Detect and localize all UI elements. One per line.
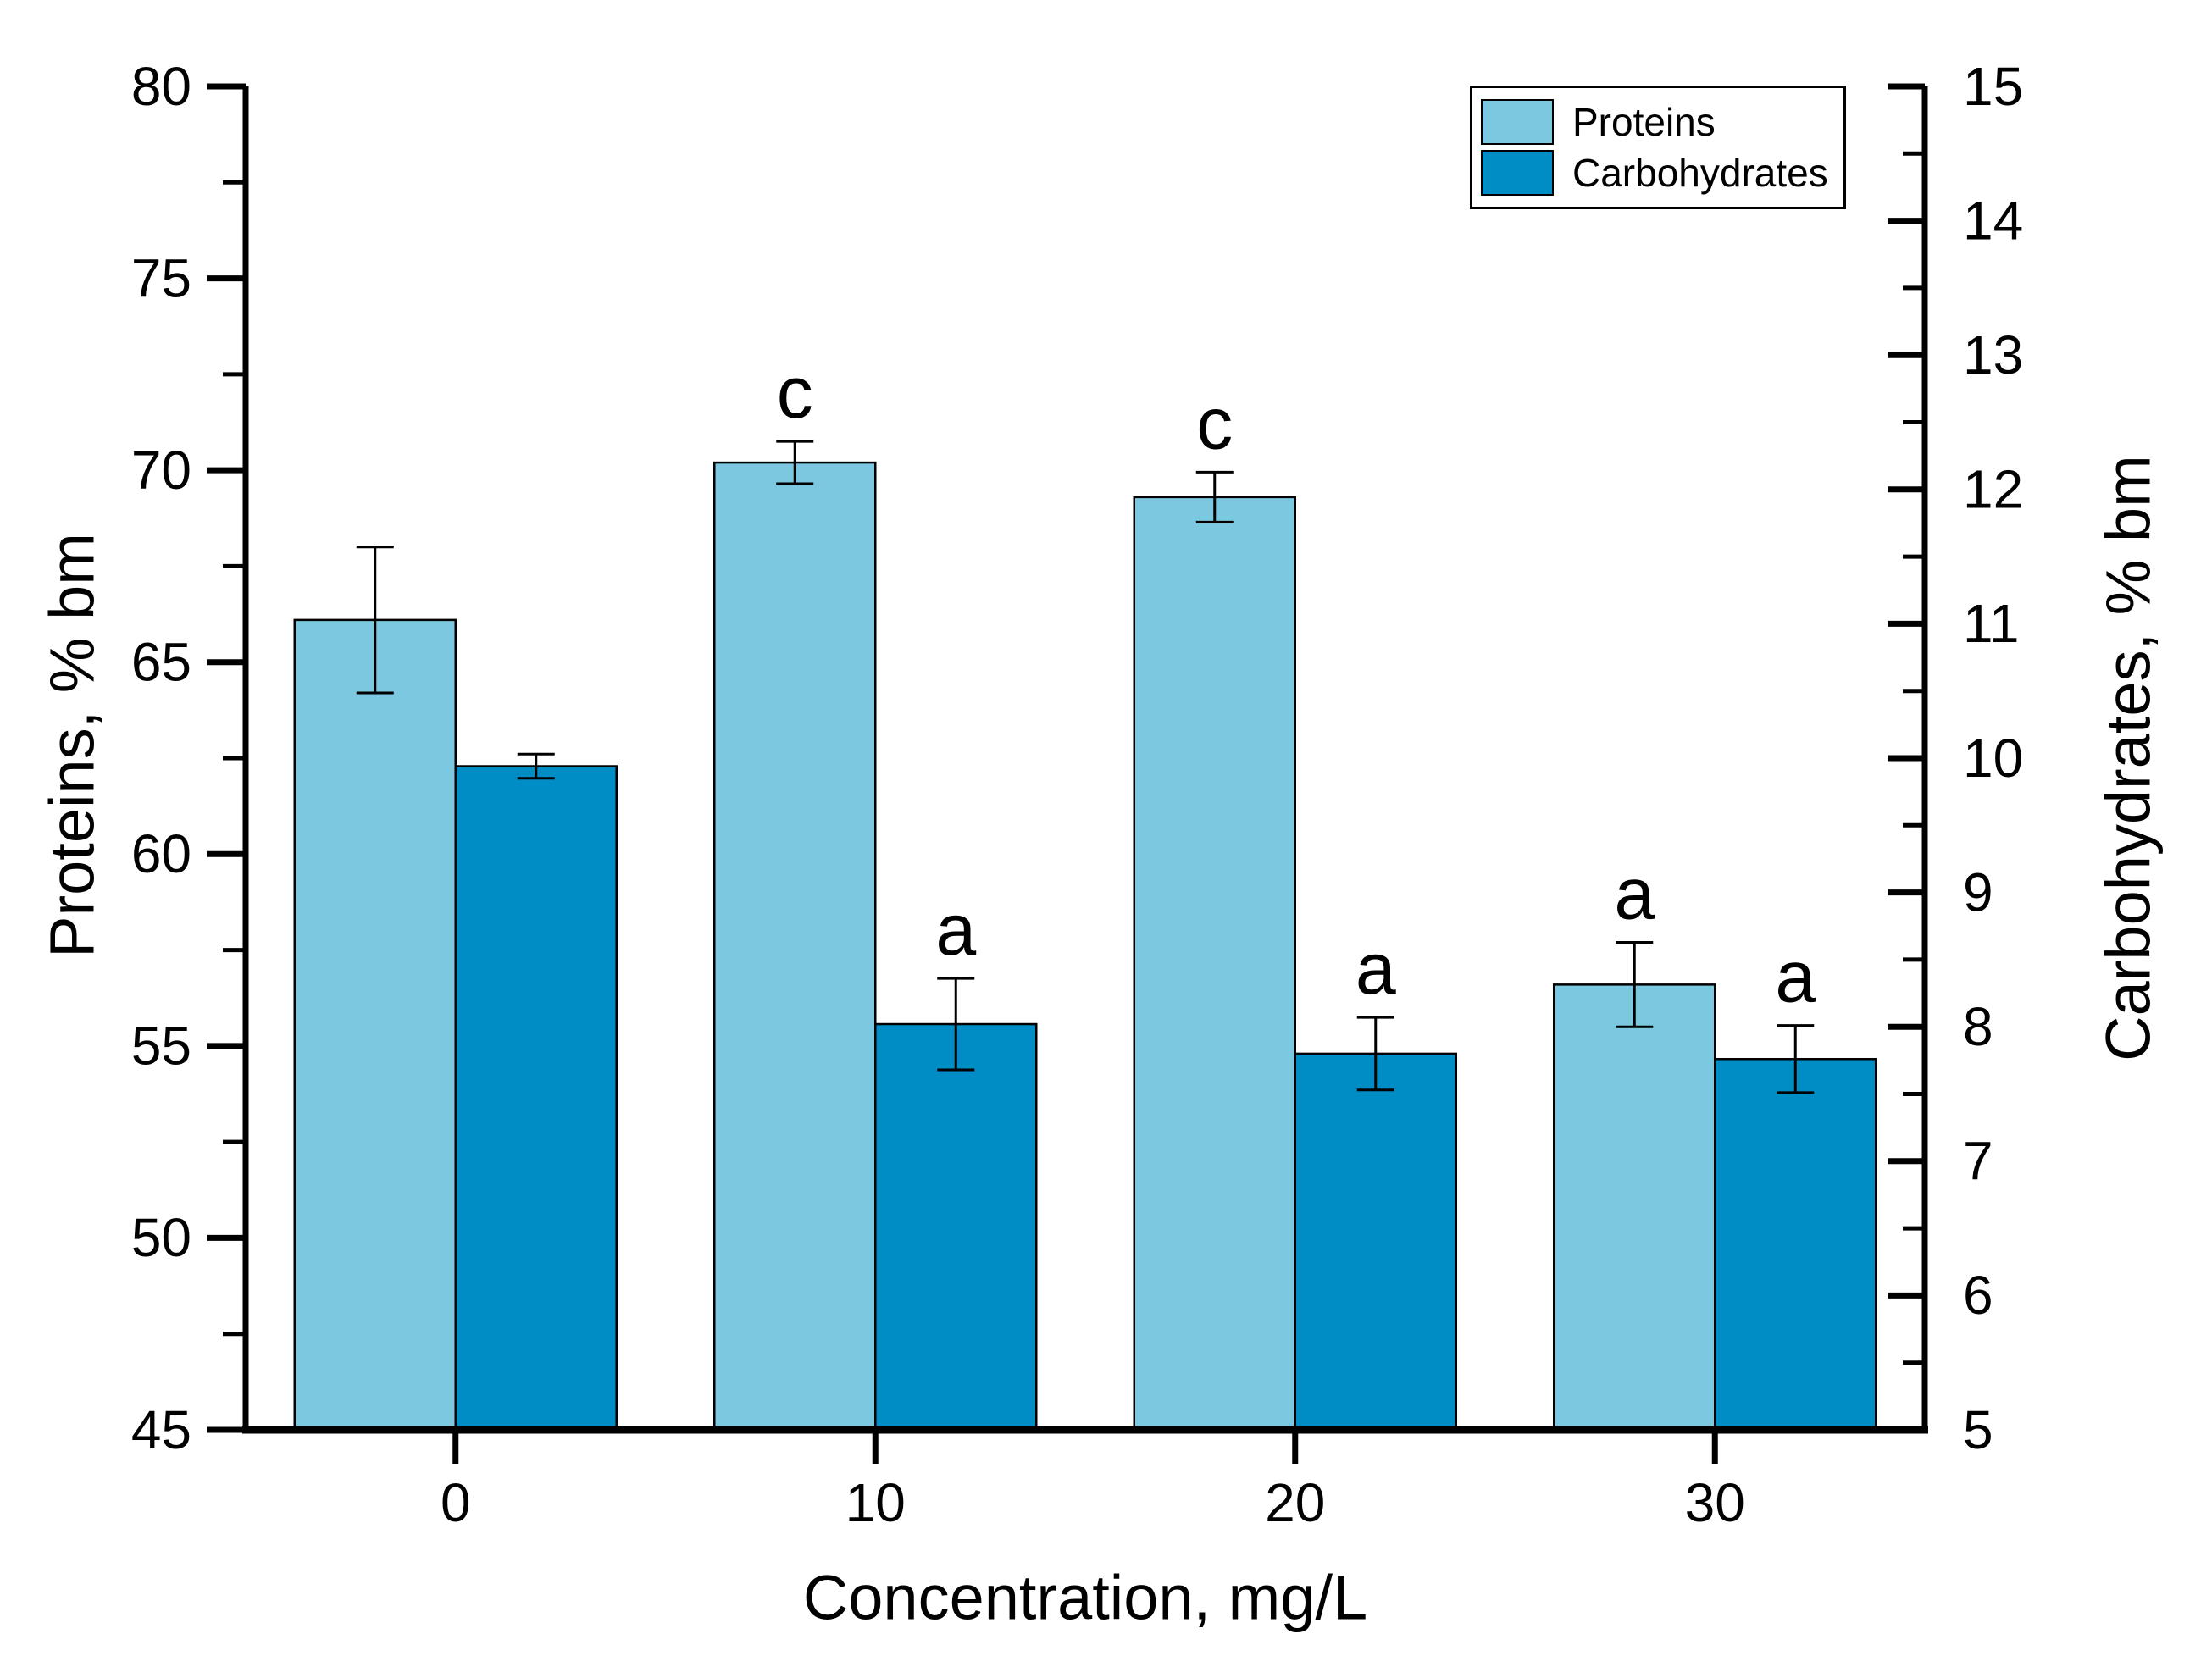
legend-swatch-carbohydrates-icon — [1481, 150, 1554, 196]
x-axis-title: Concentration, mg/L — [802, 1562, 1368, 1633]
legend-label-proteins: Proteins — [1572, 100, 1716, 144]
bar-proteins-20 — [1133, 496, 1296, 1432]
right-axis-tick-label: 12 — [1963, 459, 2023, 520]
legend-item-carbohydrates: Carbohydrates — [1481, 147, 1828, 198]
left-axis-tick-label: 45 — [131, 1399, 191, 1460]
right-axis-tick-label: 13 — [1963, 324, 2023, 385]
sig-letter-proteins-10: c — [777, 352, 813, 434]
sig-letter-carbohydrates-10: a — [935, 889, 976, 971]
left-axis-tick-label: 80 — [131, 56, 191, 117]
right-axis-tick-label: 14 — [1963, 190, 2023, 251]
right-axis-tick-label: 11 — [1963, 593, 2019, 654]
legend-label-carbohydrates: Carbohydrates — [1572, 151, 1828, 195]
bar-carbohydrates-0 — [454, 765, 618, 1432]
left-axis-title: Proteins, % bm — [36, 533, 108, 958]
bar-proteins-10 — [713, 461, 877, 1432]
x-axis-tick-label: 20 — [1265, 1472, 1325, 1533]
bar-carbohydrates-10 — [874, 1022, 1038, 1432]
left-axis-tick-label: 55 — [131, 1016, 191, 1077]
legend: Proteins Carbohydrates — [1470, 86, 1846, 209]
right-axis-tick-label: 10 — [1963, 728, 2023, 789]
bar-proteins-0 — [293, 618, 457, 1432]
left-axis-tick-label: 70 — [131, 440, 191, 501]
left-axis-tick-label: 50 — [131, 1207, 191, 1268]
sig-letter-carbohydrates-30: a — [1775, 937, 1816, 1018]
legend-swatch-proteins-icon — [1481, 99, 1554, 145]
x-axis-tick-label: 10 — [845, 1472, 906, 1533]
legend-item-proteins: Proteins — [1481, 97, 1828, 147]
right-axis-tick-label: 8 — [1963, 996, 1993, 1057]
sig-letter-proteins-30: a — [1614, 854, 1655, 935]
x-axis-tick-label: 30 — [1685, 1472, 1745, 1533]
right-axis-tick-label: 15 — [1963, 56, 2023, 117]
left-axis-tick-label: 65 — [131, 631, 191, 692]
right-axis-tick-label: 5 — [1963, 1399, 1993, 1460]
sig-letter-proteins-20: c — [1196, 383, 1233, 464]
x-axis-tick-label: 0 — [441, 1472, 471, 1533]
left-axis-tick-label: 60 — [131, 823, 191, 884]
bar-carbohydrates-30 — [1714, 1058, 1877, 1432]
left-axis-tick-label: 75 — [131, 247, 191, 308]
sig-letter-carbohydrates-20: a — [1355, 928, 1396, 1010]
right-axis-tick-label: 9 — [1963, 861, 1993, 922]
bar-carbohydrates-20 — [1294, 1052, 1457, 1432]
right-axis-tick-label: 6 — [1963, 1265, 1993, 1326]
bar-proteins-30 — [1553, 983, 1716, 1432]
right-axis-tick-label: 7 — [1963, 1131, 1993, 1192]
right-axis-title: Carbohydrates, % bm — [2093, 455, 2164, 1061]
